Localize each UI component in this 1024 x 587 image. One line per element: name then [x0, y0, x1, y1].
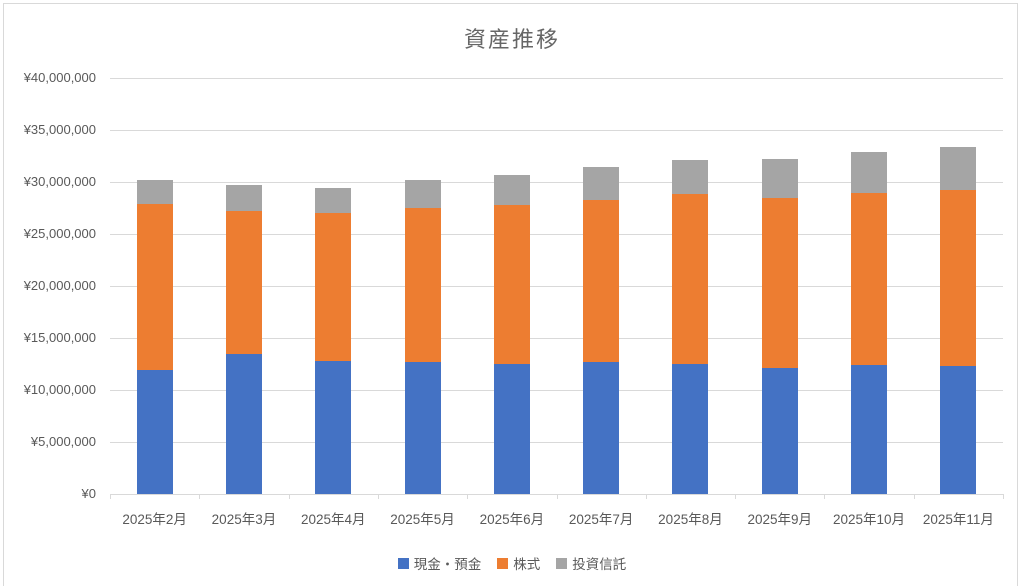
x-axis-tick	[288, 494, 290, 499]
gridline	[110, 389, 1003, 391]
x-axis-tick	[199, 494, 201, 499]
x-axis-label: 2025年11月	[922, 512, 994, 527]
x-axis-tick	[913, 494, 915, 499]
y-axis-label: ¥0	[81, 486, 96, 501]
y-axis-label: ¥10,000,000	[23, 382, 96, 397]
x-axis-label: 2025年3月	[211, 512, 277, 527]
x-axis-label: 2025年4月	[300, 512, 366, 527]
bar-segment-cash	[225, 353, 262, 494]
bar-segment-funds	[851, 151, 888, 194]
bar-segment-stocks	[583, 199, 620, 362]
x-axis-tick	[377, 494, 379, 499]
gridline	[110, 285, 1003, 287]
gridline	[110, 233, 1003, 235]
gridline	[110, 129, 1003, 131]
x-axis-tick	[110, 494, 111, 499]
bar-segment-stocks	[672, 194, 709, 364]
legend-item-cash: 現金・預金	[397, 553, 482, 573]
bar-segment-stocks	[761, 197, 798, 369]
x-axis-tick	[735, 494, 737, 499]
x-axis-tick	[556, 494, 558, 499]
bar-segment-stocks	[225, 211, 262, 354]
x-axis-tick	[1003, 494, 1004, 499]
x-axis-tick	[645, 494, 647, 499]
chart-title: 資産推移	[463, 27, 560, 52]
bar-segment-cash	[761, 368, 798, 494]
x-axis-label: 2025年8月	[658, 512, 723, 527]
x-axis-label: 2025年10月	[833, 512, 906, 527]
bar-segment-funds	[315, 188, 352, 214]
legend: 現金・預金 株式 投資信託	[0, 553, 1024, 573]
bar-segment-funds	[225, 185, 262, 212]
bar-segment-cash	[404, 361, 441, 494]
bar-segment-funds	[761, 159, 798, 198]
bar-segment-stocks	[851, 193, 888, 366]
y-axis-label: ¥40,000,000	[23, 70, 96, 85]
bar-segment-funds	[672, 160, 709, 195]
bar-segment-stocks	[404, 208, 441, 362]
legend-label-cash: 現金・預金	[413, 557, 482, 572]
y-axis-label: ¥5,000,000	[30, 434, 96, 449]
legend-swatch-cash	[397, 557, 409, 569]
legend-swatch-funds	[556, 557, 568, 569]
bar-segment-cash	[583, 361, 620, 494]
bar-segment-funds	[136, 179, 173, 204]
bar-segment-cash	[672, 364, 709, 494]
bar-segment-funds	[940, 146, 977, 191]
gridline	[110, 77, 1003, 79]
y-axis-label: ¥20,000,000	[23, 278, 96, 293]
x-axis-label: 2025年6月	[479, 512, 545, 527]
x-axis-tick	[467, 494, 469, 499]
bar-segment-funds	[404, 179, 441, 208]
y-axis-label: ¥30,000,000	[23, 174, 96, 189]
x-axis-label: 2025年5月	[390, 512, 455, 527]
bar-segment-cash	[851, 365, 888, 494]
legend-item-stocks: 株式	[497, 553, 540, 573]
bar-segment-stocks	[940, 190, 977, 367]
bar-segment-funds	[493, 174, 530, 205]
x-axis-label: 2025年9月	[747, 512, 813, 527]
bar-segment-stocks	[315, 213, 352, 361]
legend-label-stocks: 株式	[513, 557, 541, 572]
legend-label-funds: 投資信託	[572, 557, 627, 572]
gridline	[110, 337, 1003, 339]
gridline	[110, 441, 1003, 443]
bar-segment-cash	[315, 360, 352, 494]
x-axis-tick	[824, 494, 826, 499]
x-axis-label: 2025年2月	[122, 512, 187, 527]
bar-segment-cash	[136, 370, 173, 494]
bar-segment-funds	[583, 167, 620, 200]
legend-swatch-stocks	[497, 557, 509, 569]
y-axis-label: ¥25,000,000	[23, 226, 96, 241]
x-axis-label: 2025年7月	[568, 512, 634, 527]
y-axis-label: ¥35,000,000	[23, 122, 96, 137]
bar-segment-stocks	[493, 204, 530, 364]
legend-item-funds: 投資信託	[556, 553, 626, 573]
gridline	[110, 181, 1003, 183]
y-axis-label: ¥15,000,000	[23, 330, 96, 345]
bar-segment-cash	[493, 364, 530, 494]
bar-segment-stocks	[136, 203, 173, 371]
bar-segment-cash	[940, 366, 977, 494]
chart-border	[3, 3, 1018, 586]
